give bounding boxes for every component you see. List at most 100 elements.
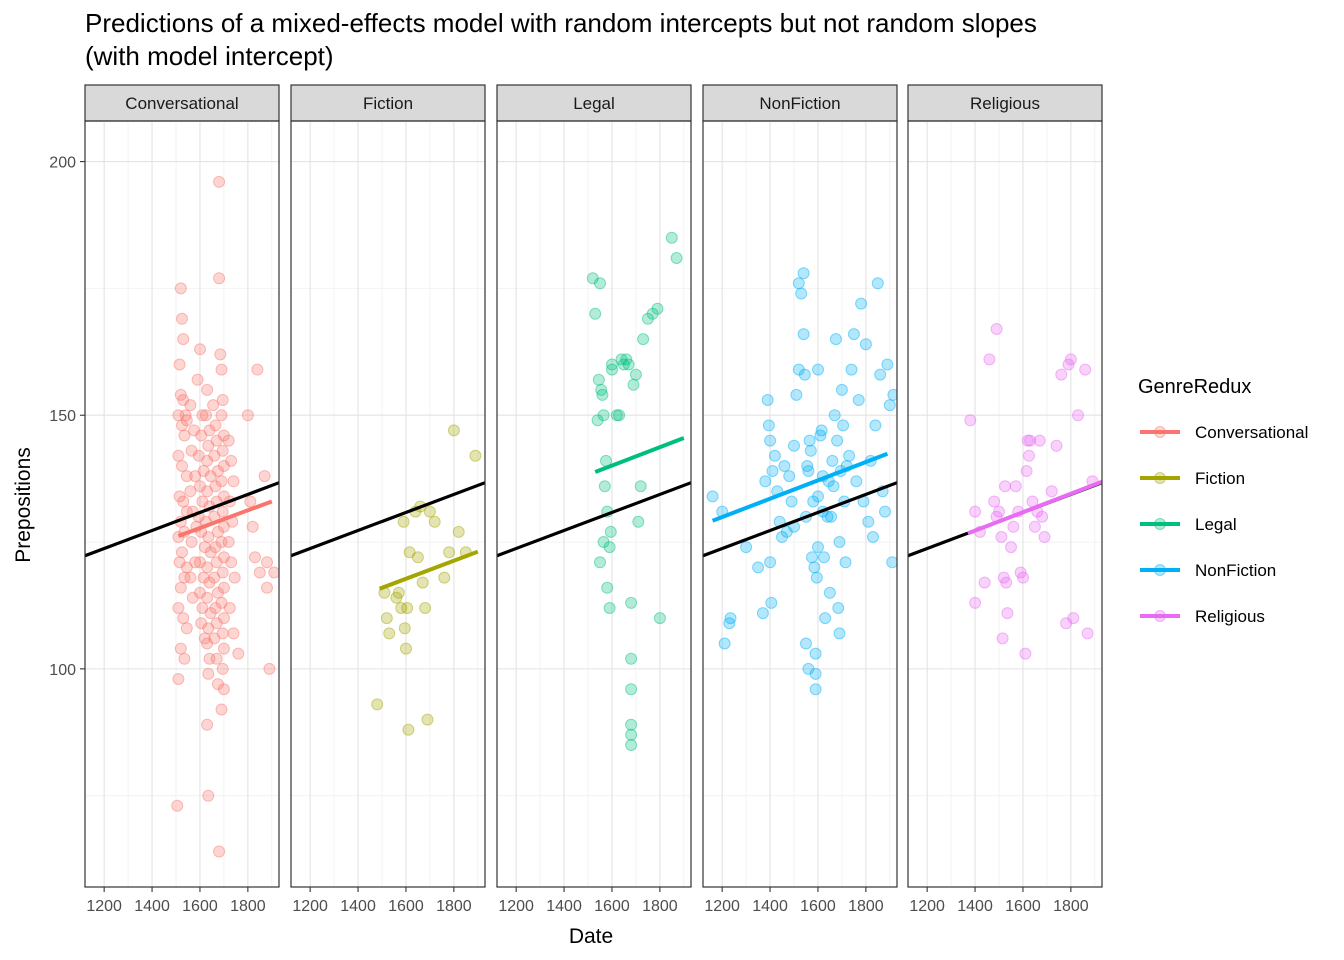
data-point: [597, 536, 610, 548]
data-point: [263, 662, 276, 675]
data-point: [189, 470, 202, 483]
data-point: [253, 566, 266, 579]
data-point: [723, 617, 736, 630]
data-point: [214, 348, 227, 361]
data-point: [177, 495, 190, 508]
data-point: [806, 551, 818, 564]
data-point: [1017, 571, 1029, 584]
x-tick-label: 1600: [594, 898, 630, 915]
panel-conversational: Conversational 1200 1400 1600 1800: [84, 84, 280, 915]
facet-strip: [290, 84, 486, 122]
data-point: [241, 409, 254, 422]
group-prediction-line: [594, 436, 685, 474]
panel-border: [290, 120, 486, 888]
data-point: [217, 429, 230, 442]
data-point: [788, 439, 800, 452]
data-point: [823, 586, 836, 599]
data-point: [999, 480, 1011, 493]
data-point: [670, 252, 683, 264]
data-point: [177, 394, 190, 406]
data-point: [646, 307, 659, 320]
data-point: [211, 678, 224, 691]
data-point: [216, 627, 229, 640]
data-point: [201, 454, 214, 467]
data-point: [651, 302, 664, 315]
data-point: [978, 576, 991, 589]
x-tick-label: 1600: [182, 898, 218, 915]
data-point: [202, 531, 215, 543]
data-point: [204, 546, 217, 559]
data-point: [211, 586, 224, 599]
data-point: [843, 449, 856, 462]
data-point: [215, 409, 228, 422]
data-point: [809, 667, 822, 680]
panel-border: [496, 120, 692, 888]
data-point: [776, 531, 788, 543]
group-prediction-line: [177, 499, 273, 538]
data-point: [1062, 358, 1075, 371]
x-tick-label: 1400: [546, 898, 582, 915]
group-prediction-line: [378, 549, 479, 591]
data-point: [827, 480, 840, 493]
data-point: [802, 465, 815, 477]
facet-strip: [907, 84, 1103, 122]
data-point: [995, 531, 1008, 543]
data-point: [598, 480, 611, 493]
data-point: [217, 551, 230, 564]
data-point: [251, 363, 264, 376]
x-tick-label: 1400: [340, 898, 376, 915]
legend-label: Fiction: [1195, 469, 1245, 488]
legend-title: GenreRedux: [1138, 376, 1251, 398]
data-point: [469, 449, 482, 462]
data-point: [176, 460, 188, 472]
data-point: [591, 414, 604, 427]
panel-border: [702, 120, 898, 888]
fixed-effect-line: [85, 481, 279, 558]
fixed-effect-line: [497, 481, 691, 558]
data-point: [665, 231, 678, 244]
y-axis-title: Prepositions: [12, 447, 35, 563]
data-point: [180, 622, 193, 635]
y-axis: 100 150 200: [49, 155, 85, 679]
panel-grid: [85, 121, 279, 887]
data-point: [184, 571, 197, 584]
data-point: [637, 333, 650, 346]
data-point: [188, 424, 200, 437]
data-point: [622, 358, 635, 371]
data-point: [203, 652, 216, 665]
data-point: [176, 419, 188, 432]
data-point: [213, 175, 226, 188]
panel-grid: [908, 121, 1102, 887]
data-point: [192, 449, 205, 462]
data-point: [173, 358, 186, 371]
data-point: [625, 596, 638, 609]
data-point: [634, 480, 647, 493]
data-point: [171, 799, 184, 812]
data-point: [198, 541, 211, 554]
data-point: [204, 470, 217, 483]
data-point: [603, 602, 616, 614]
data-point: [185, 444, 198, 457]
legend-key-point: [1154, 472, 1166, 484]
data-point: [223, 602, 236, 614]
data-point: [395, 602, 408, 614]
data-point: [261, 556, 273, 569]
data-point: [1072, 409, 1084, 422]
data-point: [706, 490, 719, 503]
data-point: [202, 439, 215, 452]
data-point: [176, 546, 188, 559]
data-point: [1024, 434, 1037, 447]
data-point: [195, 617, 208, 630]
data-point: [883, 399, 896, 412]
facet-panels: Conversational 1200 1400 1600 1800 Fiction 120…: [84, 84, 1103, 915]
data-point: [837, 419, 850, 432]
data-point: [1028, 520, 1041, 533]
data-points: [171, 175, 279, 858]
data-point: [762, 419, 775, 432]
x-tick-label: 1800: [642, 898, 678, 915]
data-point: [1064, 353, 1077, 366]
data-point: [398, 622, 411, 635]
data-point: [443, 546, 456, 559]
data-point: [869, 419, 882, 432]
data-point: [173, 556, 186, 569]
